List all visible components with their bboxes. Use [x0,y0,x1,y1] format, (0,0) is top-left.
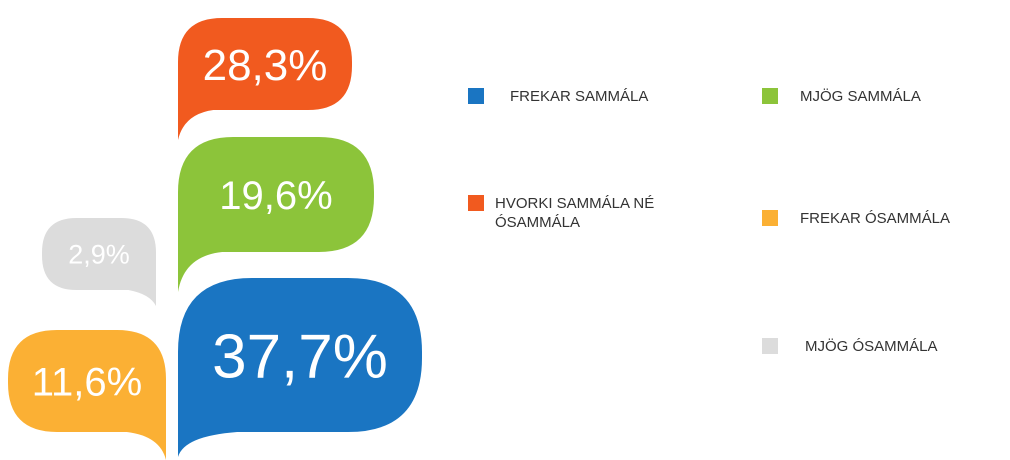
value-label: 2,9% [68,240,130,270]
value-label: 37,7% [212,322,388,391]
speech-bubble [178,278,422,457]
value-label: 28,3% [203,41,328,90]
value-label: 19,6% [219,174,332,218]
legend-swatch [762,210,778,226]
legend-swatch [762,88,778,104]
legend-label: HVORKI SAMMÁLA NÉ ÓSAMMÁLA [495,195,655,231]
speech-bubble [42,218,156,306]
value-label: 11,6% [32,360,142,404]
speech-bubble [178,137,374,292]
legend-label: MJÖG SAMMÁLA [800,88,921,105]
legend-swatch [468,195,484,211]
speech-bubble [8,330,166,460]
legend-label: MJÖG ÓSAMMÁLA [805,338,938,355]
legend-label: FREKAR ÓSAMMÁLA [800,210,951,227]
legend-swatch [762,338,778,354]
legend-swatch [468,88,484,104]
speech-bubble [178,18,352,140]
legend-label: FREKAR SAMMÁLA [510,88,649,105]
